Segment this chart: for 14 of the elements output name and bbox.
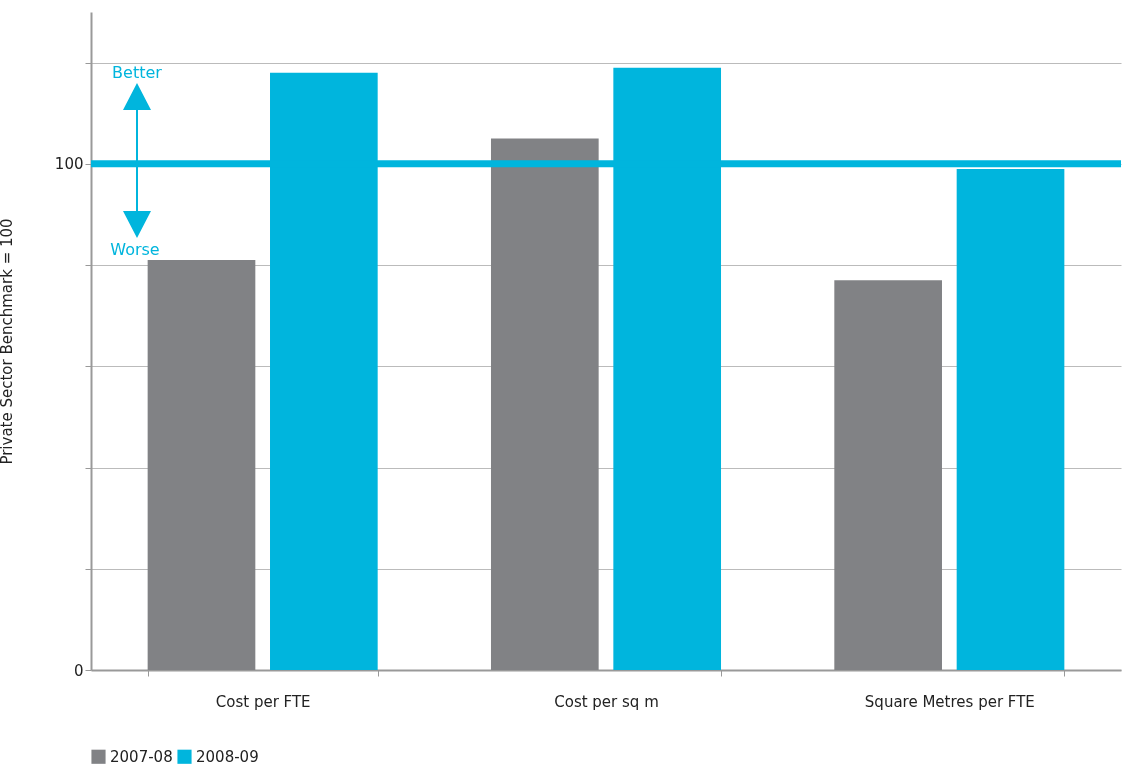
annotation: Worse — [110, 240, 160, 259]
bar — [956, 168, 1065, 670]
y-tick-label: 0 — [73, 661, 84, 680]
bar — [147, 260, 256, 670]
y-tick-label: 100 — [54, 155, 84, 174]
bar — [834, 280, 942, 670]
x-tick-label: Cost per sq m — [554, 692, 659, 711]
legend-label: 2008-09 — [196, 747, 259, 766]
y-axis-title: Private Sector Benchmark = 100 — [0, 218, 16, 465]
annotation: Better — [112, 63, 163, 82]
legend-label: 2007-08 — [110, 747, 173, 766]
bar — [490, 138, 599, 670]
x-tick-label: Square Metres per FTE — [864, 692, 1035, 711]
x-tick-label: Cost per FTE — [215, 692, 311, 711]
